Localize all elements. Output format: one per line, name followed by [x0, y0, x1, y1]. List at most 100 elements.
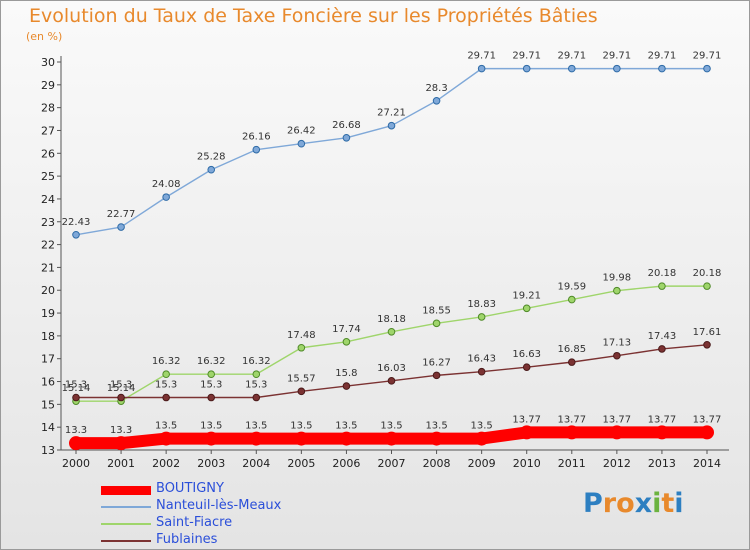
data-point [658, 282, 666, 290]
data-label: 29.71 [603, 51, 632, 62]
y-tick-label: 15 [41, 398, 55, 411]
data-point [613, 351, 621, 360]
legend-label: Nanteuil-lès-Meaux [156, 498, 282, 513]
data-point [387, 327, 396, 336]
data-point [703, 64, 711, 73]
data-label: 22.43 [62, 217, 91, 228]
data-point [567, 64, 576, 73]
x-tick-label: 2014 [693, 457, 721, 470]
data-label: 15.8 [335, 368, 357, 379]
data-label: 27.21 [377, 108, 406, 119]
data-label: 15.14 [107, 383, 136, 394]
chart-title: Evolution du Taux de Taxe Foncière sur l… [29, 5, 598, 27]
legend-swatch [101, 523, 151, 525]
data-point [162, 370, 170, 379]
data-label: 17.74 [332, 324, 361, 335]
y-tick-label: 29 [41, 79, 55, 92]
y-tick-label: 18 [41, 330, 55, 343]
data-label: 22.77 [107, 209, 136, 220]
x-tick-label: 2010 [513, 457, 541, 470]
x-tick-label: 2002 [152, 457, 180, 470]
data-label: 20.18 [648, 268, 677, 279]
data-point [387, 377, 396, 385]
data-label: 13.77 [693, 414, 722, 425]
data-label: 29.71 [648, 51, 677, 62]
data-point [432, 371, 441, 380]
data-point [294, 431, 309, 446]
y-tick-label: 30 [41, 56, 55, 69]
data-point [162, 193, 170, 201]
data-point [207, 165, 216, 174]
x-tick-label: 2012 [603, 457, 631, 470]
data-point [658, 64, 666, 73]
data-point [658, 345, 666, 353]
data-point [162, 393, 170, 402]
legend-label: Fublaines [156, 532, 218, 547]
legend-label: Saint-Fiacre [156, 515, 233, 530]
data-label: 25.28 [197, 152, 226, 163]
x-tick-label: 2008 [423, 457, 451, 470]
data-point [252, 145, 261, 154]
data-label: 28.3 [425, 83, 447, 94]
data-label: 17.61 [693, 327, 722, 338]
y-tick-label: 20 [41, 284, 55, 297]
data-label: 17.48 [287, 330, 316, 341]
data-point [613, 286, 621, 295]
data-label: 16.27 [422, 357, 451, 368]
data-point [522, 304, 531, 313]
y-tick-label: 26 [41, 147, 55, 160]
data-point [342, 133, 351, 142]
data-label: 26.16 [242, 132, 271, 143]
chart-subtitle: (en %) [26, 30, 63, 43]
data-point [703, 282, 711, 290]
data-label: 18.18 [377, 314, 406, 325]
data-label: 15.14 [62, 383, 91, 394]
logo-letter: P [583, 488, 603, 519]
data-label: 16.32 [242, 356, 271, 367]
data-label: 13.5 [425, 421, 447, 432]
x-tick-label: 2009 [468, 457, 496, 470]
data-point [703, 340, 711, 349]
x-tick-label: 2003 [197, 457, 225, 470]
y-tick-label: 23 [41, 216, 55, 229]
data-label: 16.85 [557, 344, 586, 355]
x-tick-label: 2000 [62, 457, 90, 470]
data-point [342, 338, 351, 346]
data-point [252, 370, 261, 379]
data-point [117, 223, 125, 231]
data-label: 16.32 [197, 356, 226, 367]
y-tick-label: 24 [41, 193, 55, 206]
data-label: 16.03 [377, 363, 406, 374]
data-label: 29.71 [512, 51, 541, 62]
y-tick-label: 25 [41, 170, 55, 183]
data-point [609, 425, 624, 440]
data-point [567, 358, 576, 366]
data-point [69, 436, 83, 451]
data-label: 19.98 [603, 273, 632, 284]
data-point [384, 431, 399, 446]
data-point [429, 431, 444, 446]
y-tick-label: 19 [41, 307, 55, 320]
data-point [297, 343, 306, 352]
data-point [567, 295, 576, 304]
data-point [114, 436, 129, 451]
x-tick-label: 2001 [107, 457, 135, 470]
legend-swatch [101, 540, 151, 542]
x-tick-label: 2005 [287, 457, 315, 470]
x-tick-label: 2006 [332, 457, 360, 470]
data-label: 13.77 [557, 414, 586, 425]
data-label: 13.77 [512, 414, 541, 425]
data-label: 19.59 [557, 282, 586, 293]
y-tick-label: 21 [41, 261, 55, 274]
data-point [204, 431, 219, 446]
data-point [297, 139, 306, 148]
x-tick-label: 2011 [558, 457, 586, 470]
data-point [432, 319, 441, 328]
data-label: 29.71 [467, 51, 496, 62]
data-point [522, 363, 531, 371]
data-point [72, 393, 80, 402]
data-label: 15.3 [245, 380, 267, 391]
data-label: 26.42 [287, 126, 316, 137]
